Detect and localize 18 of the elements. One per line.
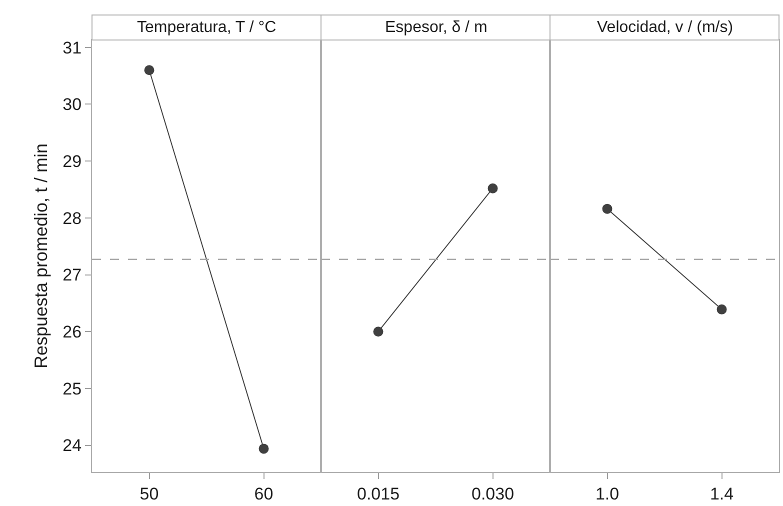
chart-title: Velocidad, v / (m/s) xyxy=(597,19,734,36)
x-tick-label: 0.030 xyxy=(471,484,514,504)
x-tick-label: 60 xyxy=(254,484,274,504)
x-tick-label: 1.4 xyxy=(710,484,734,504)
y-tick-label: 30 xyxy=(62,95,82,114)
chart-title: Espesor, δ / m xyxy=(385,19,488,36)
y-axis-title: Respuesta promedio, t / min xyxy=(30,143,51,369)
y-tick-label: 29 xyxy=(62,152,82,172)
y-tick-label: 28 xyxy=(62,208,82,228)
y-tick-label: 31 xyxy=(62,38,82,58)
y-tick-label: 26 xyxy=(62,322,82,342)
chart-title: Temperatura, T / °C xyxy=(137,19,276,36)
y-tick-label: 25 xyxy=(62,379,82,398)
y-tick-label: 27 xyxy=(62,266,82,285)
x-tick-label: 0.015 xyxy=(356,484,400,504)
x-tick-label: 1.0 xyxy=(595,484,620,504)
y-tick-label: 24 xyxy=(62,436,82,456)
x-tick-label: 50 xyxy=(140,484,159,504)
